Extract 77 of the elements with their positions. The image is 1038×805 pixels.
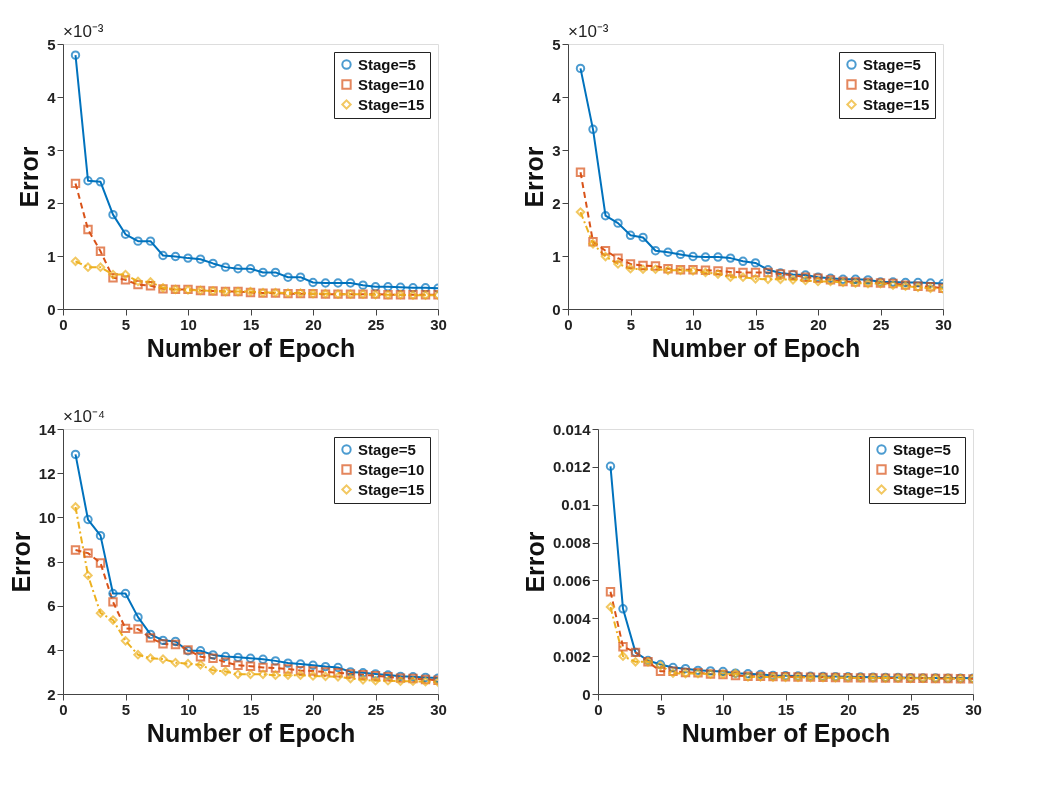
x-tick-label: 15: [242, 315, 260, 333]
y-tick-label: 0.008: [552, 534, 591, 552]
legend-label: Stage=10: [358, 460, 425, 478]
x-tick-label: 5: [626, 315, 636, 333]
x-tick-label: 30: [430, 315, 447, 333]
y-tick-label: 0.012: [552, 458, 591, 476]
x-tick-label: 5: [121, 315, 131, 333]
y-tick-label: 1: [47, 247, 56, 265]
y-axis-title: Error: [520, 531, 549, 593]
x-axis-title: Number of Epoch: [681, 718, 891, 747]
x-tick-label: 10: [180, 700, 197, 718]
x-tick-label: 30: [935, 315, 952, 333]
x-tick-label: 30: [965, 700, 982, 718]
x-tick-label: 20: [305, 315, 322, 333]
y-tick-label: 8: [47, 553, 56, 570]
x-tick-label: 20: [305, 700, 322, 718]
text: ×10⁻³: [63, 22, 104, 41]
x-tick-label: 20: [810, 315, 827, 333]
y-tick-label: 5: [552, 35, 561, 53]
x-tick-label: 25: [902, 700, 920, 718]
legend-label: Stage=15: [358, 480, 425, 498]
y-tick-label: 14: [38, 420, 57, 438]
legend-label: Stage=15: [893, 480, 960, 498]
legend-label: Stage=15: [863, 95, 930, 113]
y-tick-label: 1: [552, 247, 561, 265]
y-tick-label: 4: [552, 88, 562, 106]
text: ×10⁻³: [568, 22, 609, 41]
x-axis-title: Number of Epoch: [146, 333, 356, 362]
y-tick-label: 0.014: [552, 420, 592, 438]
y-tick-label: 10: [38, 508, 56, 526]
y-tick-label: 0.004: [552, 609, 592, 627]
text: ×10⁻⁴: [63, 407, 106, 426]
y-tick-label: 0: [552, 300, 561, 318]
legend-label: Stage=5: [358, 440, 416, 458]
x-tick-label: 10: [715, 700, 732, 718]
legend-label: Stage=10: [893, 460, 960, 478]
x-tick-label: 5: [121, 700, 131, 718]
legend-label: Stage=10: [863, 75, 930, 93]
y-tick-label: 3: [552, 141, 561, 159]
legend-label: Stage=5: [893, 440, 951, 458]
legend-label: Stage=10: [358, 75, 425, 93]
legend-label: Stage=5: [358, 55, 416, 73]
x-axis-title: Number of Epoch: [146, 718, 356, 747]
legend-label: Stage=5: [863, 55, 921, 73]
y-tick-label: 6: [47, 597, 56, 615]
y-tick-label: 2: [552, 194, 561, 212]
y-tick-label: 3: [47, 141, 56, 159]
y-tick-label: 0.006: [552, 571, 591, 589]
x-tick-label: 30: [430, 700, 447, 718]
y-tick-label: 0: [582, 685, 591, 703]
x-tick-label: 15: [242, 700, 260, 718]
y-tick-label: 0.002: [552, 647, 591, 665]
x-tick-label: 25: [367, 700, 385, 718]
x-tick-label: 15: [777, 700, 795, 718]
x-tick-label: 0: [59, 700, 68, 718]
y-axis-title: Error: [6, 531, 35, 593]
y-tick-label: 4: [47, 88, 57, 106]
legend-label: Stage=15: [358, 95, 425, 113]
y-tick-label: 0: [47, 300, 56, 318]
x-tick-label: 25: [367, 315, 385, 333]
y-tick-label: 12: [38, 464, 56, 482]
x-axis-title: Number of Epoch: [651, 333, 861, 362]
y-tick-label: 5: [47, 35, 56, 53]
y-tick-label: 4: [47, 641, 57, 659]
x-tick-label: 0: [594, 700, 603, 718]
y-axis-title: Error: [520, 146, 549, 208]
x-tick-label: 5: [656, 700, 666, 718]
y-tick-label: 2: [47, 685, 56, 703]
x-tick-label: 0: [59, 315, 68, 333]
x-tick-label: 10: [685, 315, 702, 333]
x-tick-label: 20: [840, 700, 857, 718]
x-tick-label: 25: [872, 315, 890, 333]
y-axis-title: Error: [15, 146, 44, 208]
x-tick-label: 10: [180, 315, 197, 333]
y-tick-label: 0.01: [561, 496, 591, 514]
y-tick-label: 2: [47, 194, 56, 212]
x-tick-label: 15: [747, 315, 765, 333]
